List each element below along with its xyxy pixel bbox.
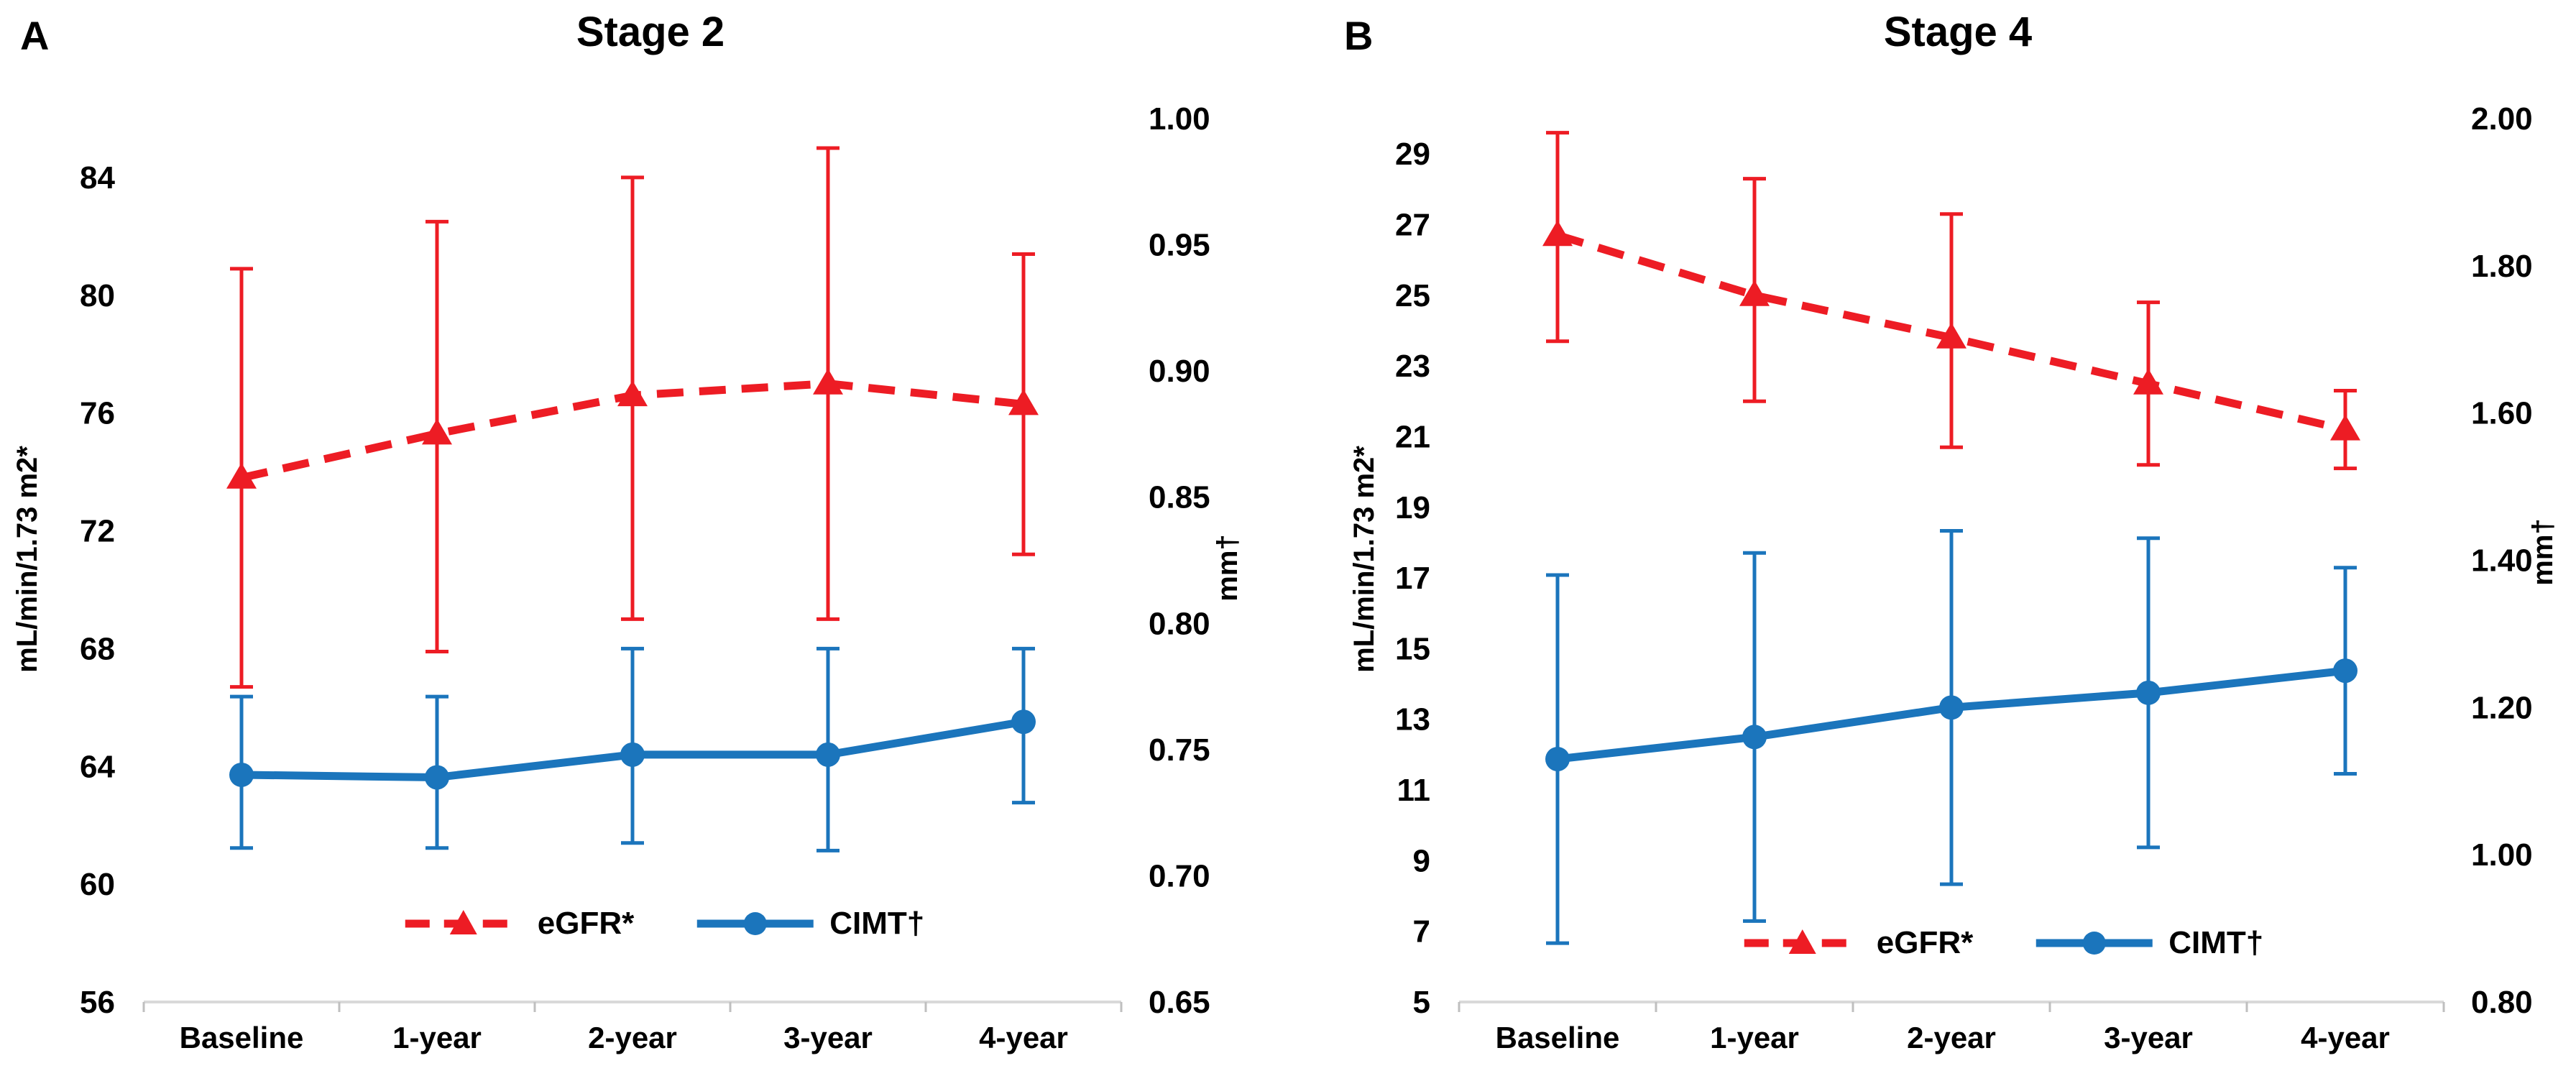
circle-marker: [1011, 709, 1036, 735]
triangle-marker: [1008, 389, 1039, 415]
left-axis-tick-label: 11: [1397, 773, 1430, 808]
x-axis-category-label: 1-year: [392, 1021, 482, 1054]
right-axis-tick-label: 1.00: [2471, 837, 2533, 873]
right-axis-tick-label: 0.95: [1149, 228, 1210, 263]
left-axis-tick-label: 76: [80, 396, 115, 431]
triangle-marker: [1542, 220, 1573, 247]
x-axis-category-label: 1-year: [1710, 1021, 1799, 1054]
panel-a-title: Stage 2: [576, 9, 725, 55]
left-axis-tick-label: 27: [1395, 207, 1430, 242]
left-axis-tick-label: 15: [1395, 631, 1430, 666]
right-axis-tick-label: 2.00: [2471, 101, 2533, 137]
chart-b-plot-area: 29 27 25 23 21 19 17 15 13 11 9 7 5 2.00 1.80 1.60 1.40 1…: [1395, 101, 2533, 1054]
right-axis-tick-label: 0.90: [1149, 354, 1210, 389]
legend-item-cimt: CIMT†: [2033, 927, 2263, 960]
x-axis-category-label: 2-year: [1907, 1021, 1996, 1054]
panel-a-legend: eGFR* CIMT†: [402, 907, 924, 940]
triangle-marker: [422, 418, 452, 445]
left-axis-tick-label: 64: [80, 749, 115, 784]
panel-stage4: B Stage 4 mL/min/1.73 m2* mm† 29 27 25 23 21…: [1288, 0, 2576, 1071]
x-axis-category-label: 3-year: [783, 1021, 873, 1054]
left-axis-tick-label: 56: [80, 985, 115, 1020]
triangle-marker: [813, 368, 843, 395]
right-axis-tick-label: 0.80: [2471, 985, 2533, 1020]
x-axis-category-label: 4-year: [2301, 1021, 2390, 1054]
circle-marker: [425, 765, 449, 790]
legend-item-egfr: eGFR*: [402, 907, 634, 940]
cimt-line-sample-icon: [694, 907, 816, 940]
left-axis-tick-label: 21: [1395, 419, 1430, 454]
x-axis-category-label: 2-year: [588, 1021, 677, 1054]
right-axis-tick-label: 1.80: [2471, 249, 2533, 284]
left-axis-tick-label: 7: [1413, 914, 1430, 950]
panel-a-letter: A: [20, 13, 50, 58]
left-axis-tick-label: 17: [1395, 561, 1430, 596]
triangle-marker: [1739, 280, 1770, 306]
legend-item-cimt: CIMT†: [694, 907, 924, 940]
legend-label-cimt: CIMT†: [2168, 925, 2264, 960]
triangle-marker: [2133, 368, 2163, 395]
egfr-line-sample-icon: [1742, 927, 1864, 960]
right-axis-tick-label: 0.70: [1149, 858, 1210, 893]
left-axis-tick-label: 19: [1395, 490, 1430, 525]
chart-a-plot-area: 84 80 76 72 68 64 60 56 1.00 0.95 0.90 0.85 0.80 0.75…: [80, 101, 1210, 1054]
legend-triangle-marker: [1788, 929, 1816, 954]
right-axis-tick-label: 1.20: [2471, 690, 2533, 725]
left-axis-tick-label: 29: [1395, 137, 1430, 172]
legend-item-egfr: eGFR*: [1742, 927, 1973, 960]
right-axis-tick-label: 1.00: [1149, 101, 1210, 137]
cimt-line-sample-icon: [2033, 927, 2156, 960]
x-axis-category-label: 4-year: [979, 1021, 1068, 1054]
right-axis-tick-label: 0.65: [1149, 985, 1210, 1020]
triangle-marker: [2330, 414, 2360, 441]
legend-circle-marker: [2083, 932, 2107, 955]
legend-triangle-marker: [449, 910, 477, 934]
left-axis-tick-label: 80: [80, 278, 115, 313]
circle-marker: [2136, 680, 2161, 705]
legend-circle-marker: [744, 912, 768, 935]
legend-label-egfr: eGFR*: [1876, 925, 1974, 960]
left-axis-tick-label: 13: [1395, 702, 1430, 737]
right-axis-tick-label: 0.85: [1149, 480, 1210, 515]
panel-b-title: Stage 4: [1883, 9, 2033, 55]
circle-marker: [620, 742, 645, 767]
triangle-marker: [617, 380, 648, 407]
legend-label-egfr: eGFR*: [537, 906, 635, 941]
panel-b-letter: B: [1344, 13, 1374, 58]
circle-marker: [1939, 695, 1964, 720]
left-axis-tick-label: 9: [1413, 843, 1430, 878]
right-axis-tick-label: 1.40: [2471, 543, 2533, 579]
triangle-marker: [226, 462, 257, 489]
triangle-marker: [1936, 322, 1966, 349]
x-axis-category-label: Baseline: [180, 1021, 304, 1054]
circle-marker: [1742, 725, 1767, 750]
left-axis-tick-label: 23: [1395, 349, 1430, 384]
circle-marker: [1545, 747, 1570, 772]
panel-stage2: A Stage 2 mL/min/1.73 m2* mm† 84 80 76 72 68…: [12, 9, 1243, 1055]
egfr-line-sample-icon: [402, 907, 525, 940]
panel-b-legend: eGFR* CIMT†: [1742, 927, 2263, 960]
left-axis-tick-label: 5: [1413, 985, 1430, 1020]
left-axis-tick-label: 84: [80, 160, 115, 196]
right-axis-tick-label: 1.60: [2471, 396, 2533, 431]
legend-label-cimt: CIMT†: [829, 906, 925, 941]
left-axis-tick-label: 68: [80, 631, 115, 666]
left-axis-tick-label: 60: [80, 867, 115, 902]
left-axis-tick-label: 72: [80, 514, 115, 549]
circle-marker: [229, 762, 254, 787]
x-axis-category-label: 3-year: [2104, 1021, 2193, 1054]
left-axis-tick-label: 25: [1395, 278, 1430, 313]
right-axis-tick-label: 0.80: [1149, 606, 1210, 641]
x-axis-category-label: Baseline: [1496, 1021, 1620, 1054]
circle-marker: [816, 742, 840, 767]
circle-marker: [2333, 658, 2358, 684]
right-axis-tick-label: 0.75: [1149, 732, 1210, 768]
